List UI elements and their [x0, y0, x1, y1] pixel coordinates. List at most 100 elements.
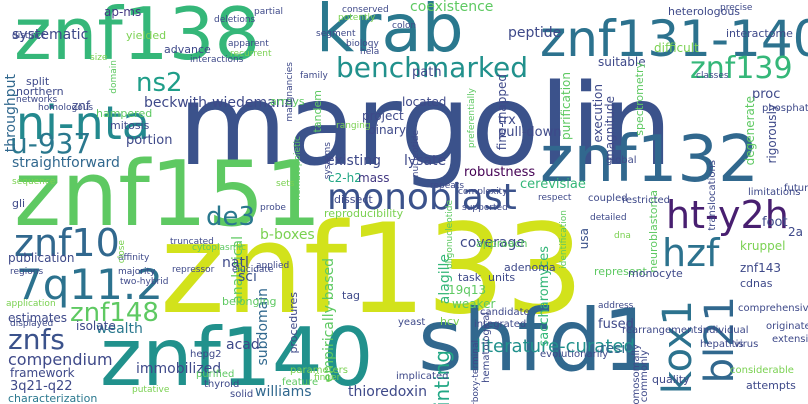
- word: hepg2: [190, 349, 222, 360]
- word: restricted: [622, 195, 670, 206]
- word: znf151: [14, 142, 322, 247]
- word: commonly: [639, 350, 650, 403]
- word: domain: [109, 60, 119, 94]
- word: solid: [230, 389, 254, 400]
- word: units: [488, 271, 516, 284]
- word: 2a: [788, 225, 803, 239]
- word: implicated: [396, 371, 449, 382]
- word: hela: [360, 47, 380, 57]
- word: hematopoietic: [293, 136, 303, 201]
- word: segment: [316, 29, 356, 39]
- word: fine-mapped: [495, 74, 509, 151]
- word: znf143: [740, 261, 782, 275]
- word: spectrometry: [633, 62, 646, 136]
- word: sets: [276, 179, 295, 189]
- word: trx: [498, 113, 516, 128]
- word: 19q13: [448, 283, 487, 297]
- word: framework: [10, 366, 75, 380]
- word: acad: [226, 337, 260, 353]
- word: sci: [238, 269, 257, 285]
- word: application: [6, 299, 56, 309]
- word: probe: [260, 203, 286, 213]
- word: northern: [16, 85, 64, 98]
- word: tag: [342, 289, 361, 302]
- word: virus: [734, 339, 759, 350]
- word: finger: [314, 373, 341, 383]
- word: b-boxes: [260, 227, 315, 243]
- word: monoblast: [327, 177, 517, 218]
- word: kruppel: [740, 239, 786, 253]
- word: coupled: [588, 193, 628, 204]
- word: publication: [8, 251, 75, 265]
- word: represent: [594, 265, 647, 278]
- word: cdnas: [740, 277, 773, 290]
- word: de3: [206, 202, 256, 232]
- word: estimates: [8, 311, 68, 325]
- word: natl: [222, 255, 249, 271]
- word: yielded: [126, 29, 167, 42]
- word: repeats: [430, 181, 465, 191]
- word: path: [412, 65, 442, 80]
- word: sequence: [12, 177, 56, 187]
- word: isolate: [76, 319, 116, 333]
- word: cerevisiae: [520, 177, 586, 192]
- word: detailed: [590, 213, 627, 223]
- word: heterologous: [668, 5, 741, 18]
- word: homologous: [38, 103, 94, 113]
- word: phosphatase: [762, 103, 808, 114]
- word: gli: [12, 197, 26, 210]
- word: considerable: [730, 365, 794, 376]
- word: partial: [254, 7, 283, 17]
- word: existing: [326, 153, 381, 169]
- word: systematic: [12, 27, 89, 43]
- word: future: [784, 183, 808, 194]
- word: mitosis: [110, 119, 150, 132]
- word: affinity: [118, 253, 150, 263]
- word: characterization: [8, 392, 98, 404]
- word: repressor: [172, 265, 215, 275]
- word: wealth: [96, 321, 143, 337]
- word: thyroid: [204, 379, 240, 390]
- word: applied: [256, 261, 290, 271]
- word: conserved: [342, 5, 389, 15]
- word: foot: [762, 215, 788, 230]
- word: coverage: [460, 235, 525, 251]
- word: peptide: [508, 25, 562, 41]
- word: resin: [600, 341, 635, 357]
- word: lysate: [404, 153, 447, 169]
- word: oligonucleotide: [445, 200, 455, 269]
- word: integrated: [474, 319, 527, 330]
- word: malignancies: [285, 62, 295, 122]
- word: arrays: [270, 95, 305, 108]
- word: translocations: [707, 160, 718, 231]
- word: monocyte: [628, 267, 683, 280]
- word: potently: [338, 13, 376, 23]
- word: znfs: [8, 323, 65, 356]
- word: ns2: [136, 68, 183, 98]
- word: apparent: [228, 39, 269, 49]
- word: procedures: [287, 292, 300, 354]
- word: task: [458, 271, 482, 284]
- word: close: [117, 240, 127, 264]
- word: ni-nta: [16, 96, 150, 150]
- word: quality: [652, 373, 690, 386]
- word: elucidate: [232, 265, 274, 275]
- word: identification: [559, 210, 569, 269]
- word: colon: [392, 21, 417, 31]
- word: precise: [720, 3, 753, 13]
- word: dna: [614, 231, 631, 241]
- word: comprehensive: [738, 303, 808, 314]
- word: benchmarked: [336, 51, 529, 84]
- word: znf138: [14, 0, 261, 76]
- word: displayed: [10, 319, 54, 329]
- word: pull-down: [498, 125, 562, 140]
- word: proc: [752, 87, 781, 102]
- word: approach: [476, 237, 528, 250]
- word: feature: [282, 377, 319, 388]
- word: binary: [368, 123, 406, 137]
- word: purification: [559, 72, 573, 140]
- word: respect: [538, 193, 572, 203]
- word: compendium: [8, 350, 113, 369]
- word: hzf: [662, 231, 720, 275]
- word: regions: [10, 267, 44, 277]
